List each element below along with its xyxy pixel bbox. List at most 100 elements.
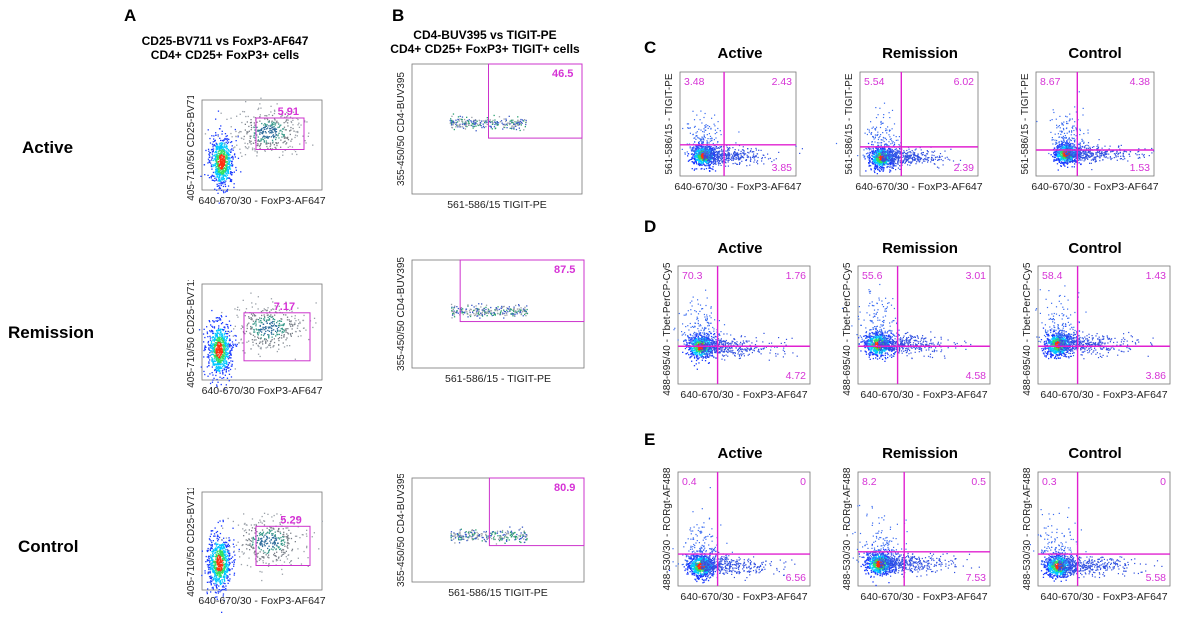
- x-axis-label: 640-670/30 - FoxP3-AF647: [680, 389, 807, 401]
- scatter-b-remission: 87.5 561-586/15 - TIGIT-PE 355-450/50 CD4-…: [370, 256, 592, 408]
- quadrant-lr-value: 6.56: [786, 572, 807, 584]
- panel-a-header: CD25-BV711 vs FoxP3-AF647 CD4+ CD25+ Fox…: [100, 34, 350, 62]
- row-label-active: Active: [22, 138, 73, 158]
- quadrant-ur-value: 2.43: [772, 76, 793, 88]
- panel-b-title: CD4-BUV395 vs TIGIT-PE: [340, 28, 630, 42]
- x-axis-label: 640-670/30 - FoxP3-AF647: [674, 181, 801, 193]
- quadrant-lr-value: 1.53: [1130, 162, 1151, 174]
- quadrant-lr-value: 7.53: [966, 572, 987, 584]
- scatter-b-active: 46.5 561-586/15 TIGIT-PE 355-450/50 CD4-BU…: [370, 60, 590, 234]
- gate-value: 7.17: [274, 301, 295, 313]
- quadrant-ul-value: 0.3: [1042, 476, 1057, 488]
- quadrant-e-control: 0.3 0 5.58 640-670/30 - FoxP3-AF647 488-530/…: [1004, 468, 1180, 616]
- quadrant-ur-value: 1.76: [786, 270, 807, 282]
- x-axis-label: 640-670/30 - FoxP3-AF647: [855, 181, 982, 193]
- quadrant-lr-value: 3.86: [1146, 370, 1167, 382]
- y-axis-label: 561-586/15 - TIGIT-PE: [844, 73, 855, 174]
- y-axis-label: 561-586/15 - TIGIT-PE: [664, 73, 675, 174]
- quadrant-ul-value: 58.4: [1042, 270, 1063, 282]
- gate-value: 5.29: [280, 514, 301, 526]
- quadrant-ul-value: 3.48: [684, 76, 705, 88]
- plot-frame: [412, 64, 582, 194]
- y-axis-label: 405-710/50 CD25-BV711: [186, 488, 197, 597]
- c-col-active: Active: [680, 45, 800, 62]
- x-axis-label: 561-586/15 - TIGIT-PE: [445, 373, 551, 385]
- d-col-control: Control: [1035, 240, 1155, 257]
- plot-frame: [678, 266, 810, 384]
- panel-b-header: CD4-BUV395 vs TIGIT-PE CD4+ CD25+ FoxP3+…: [340, 28, 630, 56]
- quadrant-c-control: 8.67 4.38 1.53 640-670/30 - FoxP3-AF647561-…: [1002, 68, 1164, 198]
- y-axis-label: 561-586/15 - TIGIT-PE: [1020, 73, 1031, 174]
- panel-a-subtitle: CD4+ CD25+ FoxP3+ cells: [100, 48, 350, 62]
- quadrant-lr-value: 4.58: [966, 370, 987, 382]
- quadrant-ur-value: 3.01: [966, 270, 987, 282]
- row-label-control: Control: [18, 537, 78, 557]
- e-col-active: Active: [680, 445, 800, 462]
- panel-b-subtitle: CD4+ CD25+ FoxP3+ TIGIT+ cells: [340, 42, 630, 56]
- quadrant-e-remission: 8.2 0.5 7.53 640-670/30 - FoxP3-AF647 488-53…: [824, 468, 1000, 616]
- quadrant-ur-value: 0: [800, 476, 806, 488]
- y-axis-label: 355-450/50 CD4-BUV395: [396, 257, 407, 371]
- panel-letter-d: D: [644, 217, 656, 237]
- quadrant-ul-value: 8.2: [862, 476, 877, 488]
- e-col-control: Control: [1035, 445, 1155, 462]
- quadrant-d-remission: 55.6 3.01 4.58 640-670/30 - FoxP3-AF647 488-…: [824, 262, 1000, 408]
- e-col-remission: Remission: [860, 445, 980, 462]
- x-axis-label: 561-586/15 TIGIT-PE: [448, 587, 548, 599]
- panel-letter-c: C: [644, 38, 656, 58]
- panel-letter-e: E: [644, 430, 655, 450]
- c-col-control: Control: [1035, 45, 1155, 62]
- d-col-active: Active: [680, 240, 800, 257]
- quadrant-ur-value: 4.38: [1130, 76, 1151, 88]
- x-axis-label: 640-670/30 - FoxP3-AF647: [198, 195, 325, 207]
- quadrant-lr-value: 4.72: [786, 370, 807, 382]
- quadrant-c-active: 3.48 2.43 3.85 640-670/30 - FoxP3-AF647 561-…: [646, 68, 806, 198]
- quadrant-ul-value: 55.6: [862, 270, 883, 282]
- quadrant-ur-value: 0: [1160, 476, 1166, 488]
- x-axis-label: 640-670/30 - FoxP3-AF647: [1031, 181, 1158, 193]
- quadrant-lr-value: 5.58: [1146, 572, 1167, 584]
- panel-letter-a: A: [124, 6, 136, 26]
- y-axis-label: 355-450/50 CD4-BUV395: [396, 72, 407, 186]
- x-axis-label: 561-586/15 TIGIT-PE: [447, 199, 547, 211]
- x-axis-label: 640-670/30 - FoxP3-AF647: [198, 595, 325, 607]
- gate-value: 46.5: [552, 68, 573, 80]
- quadrant-ur-value: 6.02: [954, 76, 975, 88]
- quadrant-ur-value: 0.5: [971, 476, 986, 488]
- quadrant-lr-value: 3.85: [772, 162, 793, 174]
- quadrant-c-remission: 5.54 6.02 2.39 640-670/30 - FoxP3-AF647561-…: [826, 68, 988, 198]
- x-axis-label: 640-670/30 FoxP3-AF647: [202, 385, 323, 397]
- panel-a-title: CD25-BV711 vs FoxP3-AF647: [100, 34, 350, 48]
- row-label-remission: Remission: [8, 323, 94, 343]
- gate-value: 87.5: [554, 264, 575, 276]
- y-axis-label: 488-695/40 - Tbet-PerCP-Cy5.5: [662, 262, 673, 396]
- quadrant-d-active: 70.3 1.76 4.72 640-670/30 - FoxP3-AF647 488-…: [644, 262, 820, 408]
- quadrant-lr-value: 2.39: [954, 162, 975, 174]
- gate-value: 80.9: [554, 482, 575, 494]
- y-axis-label: 355-450/50 CD4-BUV395: [396, 474, 407, 587]
- plot-frame: [858, 266, 990, 384]
- y-axis-label: 405-710/50 CD25-BV711: [186, 280, 197, 388]
- x-axis-label: 640-670/30 - FoxP3-AF647: [1040, 389, 1167, 401]
- c-col-remission: Remission: [860, 45, 980, 62]
- y-axis-label: 488-530/30 - RORgt-AF488: [1022, 468, 1033, 590]
- y-axis-label: 488-695/40 - Tbet-PerCP-Cy5.5: [1022, 262, 1033, 396]
- x-axis-label: 640-670/30 - FoxP3-AF647: [860, 389, 987, 401]
- quadrant-ul-value: 5.54: [864, 76, 885, 88]
- y-axis-label: 488-695/40 - Tbet-PerCP-Cy5.5: [842, 262, 853, 396]
- quadrant-ul-value: 70.3: [682, 270, 703, 282]
- scatter-b-control: 80.9 561-586/15 TIGIT-PE 355-450/50 CD4-BU…: [370, 474, 592, 622]
- d-col-remission: Remission: [860, 240, 980, 257]
- panel-letter-b: B: [392, 6, 404, 26]
- quadrant-ul-value: 8.67: [1040, 76, 1061, 88]
- scatter-a-remission: 7.17 640-670/30 FoxP3-AF647 405-710/50 CD2…: [168, 280, 348, 418]
- x-axis-label: 640-670/30 - FoxP3-AF647: [860, 591, 987, 603]
- x-axis-label: 640-670/30 - FoxP3-AF647: [1040, 591, 1167, 603]
- y-axis-label: 488-530/30 - RORgt-AF488: [842, 468, 853, 590]
- x-axis-label: 640-670/30 - FoxP3-AF647: [680, 591, 807, 603]
- quadrant-ul-value: 0.4: [682, 476, 697, 488]
